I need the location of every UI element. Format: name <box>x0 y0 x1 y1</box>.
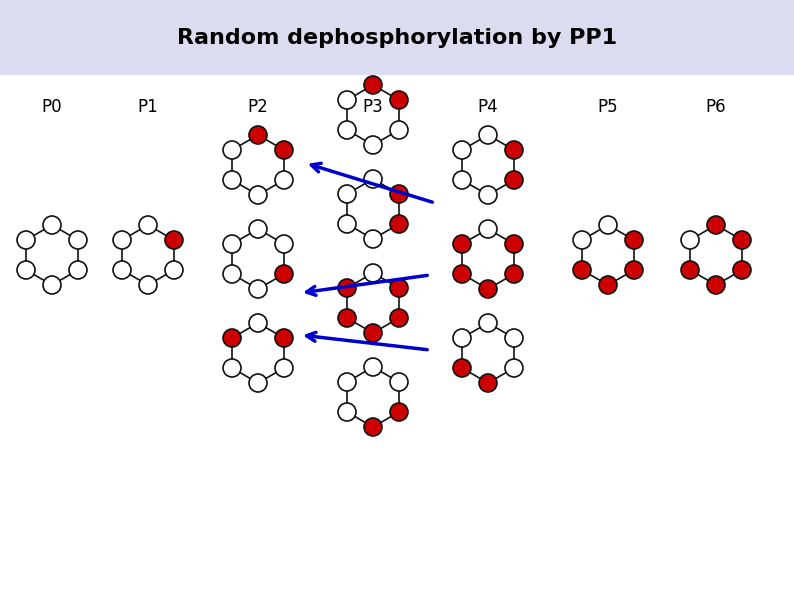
Circle shape <box>390 91 408 109</box>
Circle shape <box>364 358 382 376</box>
Circle shape <box>139 216 157 234</box>
Circle shape <box>249 280 267 298</box>
Circle shape <box>139 276 157 294</box>
Circle shape <box>223 265 241 283</box>
Circle shape <box>338 215 356 233</box>
Circle shape <box>390 373 408 391</box>
Circle shape <box>338 373 356 391</box>
Circle shape <box>733 261 751 279</box>
Circle shape <box>364 170 382 188</box>
Circle shape <box>453 359 471 377</box>
Circle shape <box>479 374 497 392</box>
Circle shape <box>17 231 35 249</box>
Text: P5: P5 <box>598 98 619 116</box>
Circle shape <box>338 309 356 327</box>
Circle shape <box>390 279 408 297</box>
Circle shape <box>733 231 751 249</box>
Text: Random dephosphorylation by PP1: Random dephosphorylation by PP1 <box>177 27 617 48</box>
Circle shape <box>599 216 617 234</box>
Circle shape <box>573 261 591 279</box>
Circle shape <box>479 220 497 238</box>
Circle shape <box>69 231 87 249</box>
Circle shape <box>625 261 643 279</box>
Circle shape <box>249 374 267 392</box>
Circle shape <box>275 141 293 159</box>
Circle shape <box>338 279 356 297</box>
Circle shape <box>505 265 523 283</box>
Circle shape <box>223 171 241 189</box>
Circle shape <box>625 231 643 249</box>
Circle shape <box>223 329 241 347</box>
Circle shape <box>390 403 408 421</box>
Circle shape <box>453 265 471 283</box>
Circle shape <box>338 403 356 421</box>
Circle shape <box>69 261 87 279</box>
Circle shape <box>364 418 382 436</box>
Circle shape <box>364 76 382 94</box>
Circle shape <box>390 185 408 203</box>
Circle shape <box>707 276 725 294</box>
Circle shape <box>390 309 408 327</box>
Circle shape <box>249 220 267 238</box>
Text: P4: P4 <box>478 98 499 116</box>
Text: P1: P1 <box>137 98 158 116</box>
Circle shape <box>364 324 382 342</box>
Text: P6: P6 <box>706 98 727 116</box>
Circle shape <box>223 359 241 377</box>
Circle shape <box>453 329 471 347</box>
Text: P2: P2 <box>248 98 268 116</box>
Circle shape <box>505 359 523 377</box>
Circle shape <box>165 231 183 249</box>
Circle shape <box>453 171 471 189</box>
Circle shape <box>707 216 725 234</box>
Circle shape <box>390 215 408 233</box>
Circle shape <box>275 235 293 253</box>
Circle shape <box>249 314 267 332</box>
Circle shape <box>249 186 267 204</box>
Circle shape <box>390 121 408 139</box>
Circle shape <box>338 91 356 109</box>
Circle shape <box>165 261 183 279</box>
Circle shape <box>338 185 356 203</box>
Circle shape <box>338 121 356 139</box>
Circle shape <box>249 126 267 144</box>
Circle shape <box>275 329 293 347</box>
Circle shape <box>573 231 591 249</box>
Circle shape <box>479 314 497 332</box>
Circle shape <box>505 329 523 347</box>
Circle shape <box>223 235 241 253</box>
Circle shape <box>364 136 382 154</box>
Circle shape <box>223 141 241 159</box>
Bar <box>0 0 794 75</box>
Circle shape <box>43 216 61 234</box>
Text: P0: P0 <box>42 98 62 116</box>
Circle shape <box>453 235 471 253</box>
Circle shape <box>505 235 523 253</box>
Circle shape <box>364 230 382 248</box>
Text: P3: P3 <box>363 98 384 116</box>
Circle shape <box>599 276 617 294</box>
Circle shape <box>453 141 471 159</box>
Circle shape <box>43 276 61 294</box>
Circle shape <box>275 359 293 377</box>
Circle shape <box>479 280 497 298</box>
Circle shape <box>113 231 131 249</box>
Circle shape <box>275 171 293 189</box>
Circle shape <box>479 186 497 204</box>
Circle shape <box>17 261 35 279</box>
Circle shape <box>681 261 699 279</box>
Circle shape <box>505 171 523 189</box>
Circle shape <box>113 261 131 279</box>
Circle shape <box>364 264 382 282</box>
Circle shape <box>275 265 293 283</box>
Circle shape <box>505 141 523 159</box>
Circle shape <box>479 126 497 144</box>
Circle shape <box>681 231 699 249</box>
